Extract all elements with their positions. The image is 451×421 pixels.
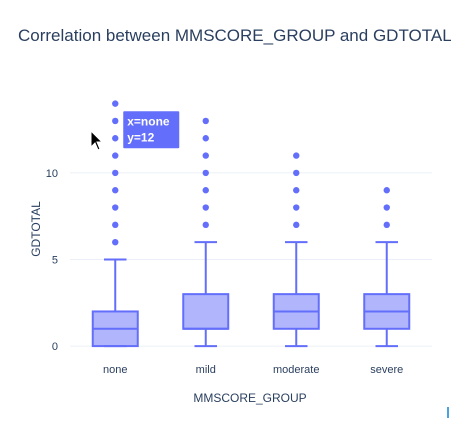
box-moderate[interactable] xyxy=(272,152,320,348)
x-tick-labels: none mild moderate severe xyxy=(103,364,403,376)
outlier-point xyxy=(293,204,300,211)
y-axis-title: GDTOTAL xyxy=(29,201,43,257)
x-tick-label: mild xyxy=(196,364,216,376)
outlier-point xyxy=(112,187,119,194)
outlier-point xyxy=(293,187,300,194)
outlier-point xyxy=(383,204,390,211)
outlier-point xyxy=(112,204,119,211)
iqr-box xyxy=(182,293,230,330)
outlier-point xyxy=(293,152,300,159)
x-tick-label: severe xyxy=(370,364,403,376)
mouse-cursor-icon xyxy=(90,129,104,151)
outlier-point xyxy=(112,117,119,125)
box-severe[interactable] xyxy=(363,187,411,348)
outlier-point xyxy=(112,135,119,142)
outlier-point xyxy=(112,100,119,107)
y-tick-labels: 0 5 10 xyxy=(46,168,58,353)
outlier-point xyxy=(112,152,119,159)
chart-title: Correlation between MMSCORE_GROUP and GD… xyxy=(18,26,451,45)
y-tick-label: 10 xyxy=(46,168,58,180)
x-tick-label: moderate xyxy=(273,364,319,376)
outlier-point xyxy=(383,187,390,194)
x-tick-label: none xyxy=(103,364,127,376)
hover-tooltip-y: y=12 xyxy=(127,130,154,144)
hover-tooltip-box xyxy=(123,111,180,149)
box-none[interactable] xyxy=(91,100,139,348)
box-series xyxy=(91,100,411,348)
outlier-point xyxy=(202,169,209,177)
outlier-point xyxy=(202,221,209,229)
y-tick-label: 5 xyxy=(52,255,58,267)
outlier-point xyxy=(202,117,209,125)
x-axis-title: MMSCORE_GROUP xyxy=(193,391,306,405)
hover-tooltip-x: x=none xyxy=(127,114,170,128)
outlier-point xyxy=(202,187,209,194)
outlier-point xyxy=(383,221,390,229)
outlier-point xyxy=(202,204,209,211)
outlier-point xyxy=(293,169,300,177)
box-mild[interactable] xyxy=(182,117,230,348)
y-tick-label: 0 xyxy=(52,341,58,353)
outlier-point xyxy=(293,221,300,229)
outlier-point xyxy=(112,238,119,246)
modebar-marker[interactable] xyxy=(447,407,449,418)
outlier-point xyxy=(202,135,209,142)
hover-tooltip: x=none y=12 xyxy=(123,111,180,149)
outlier-point xyxy=(202,152,209,159)
outlier-point xyxy=(112,169,119,177)
outlier-point xyxy=(112,221,119,229)
